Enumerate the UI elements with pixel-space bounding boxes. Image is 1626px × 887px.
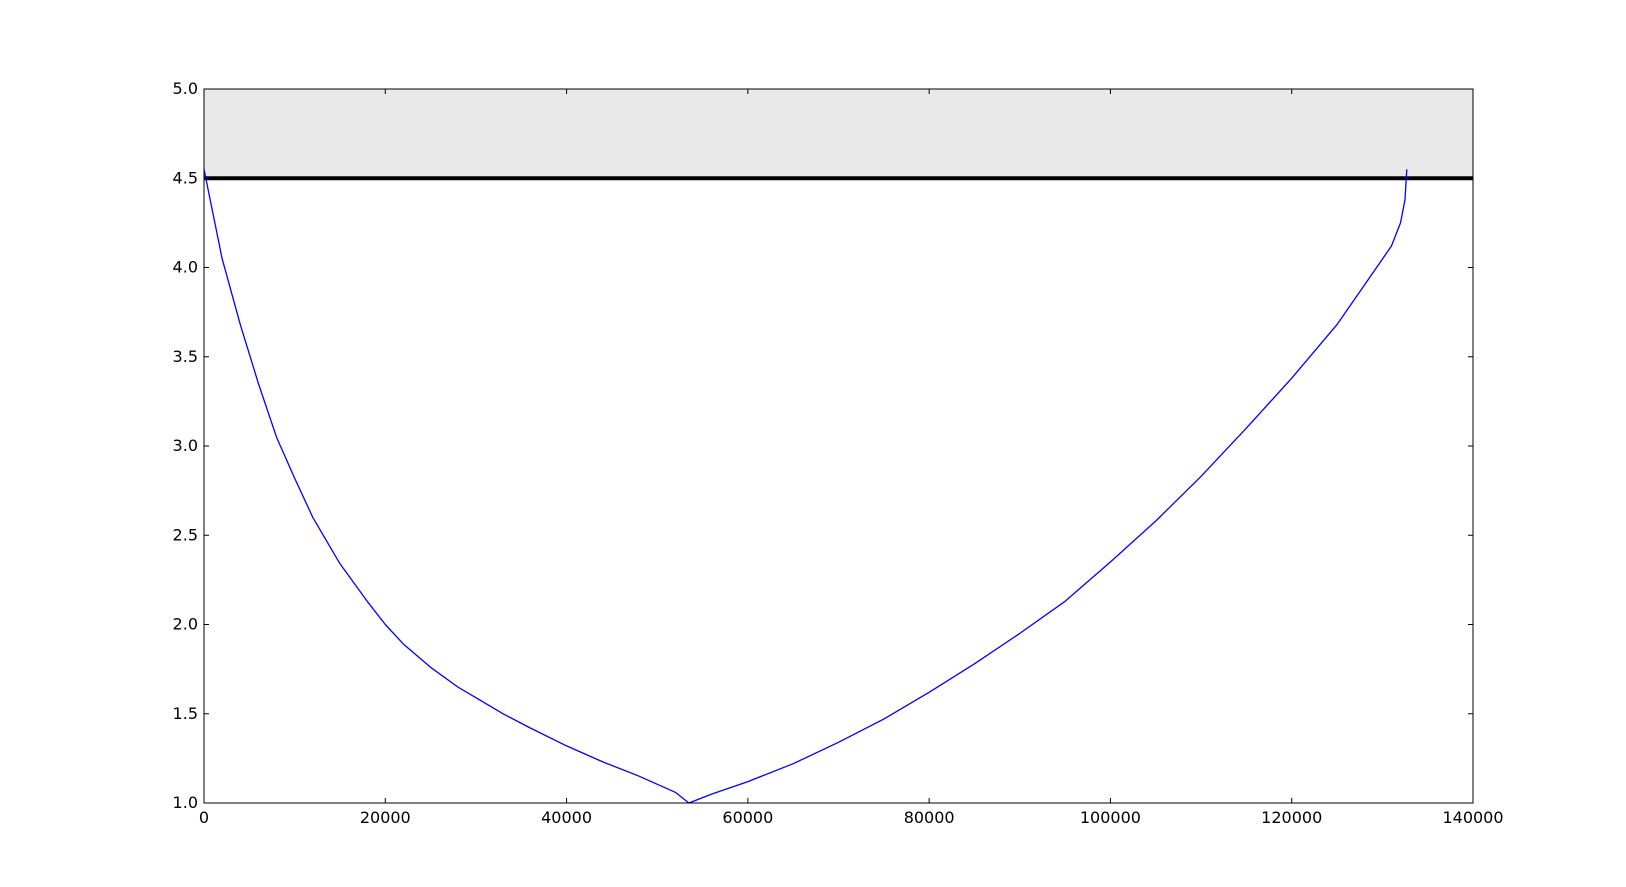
y-tick-label: 3.5 xyxy=(173,347,198,366)
y-tick-label: 2.5 xyxy=(173,525,198,544)
y-axis-ticks: 1.0 1.5 2.0 2.5 3.0 3.5 4.0 4.5 5.0 xyxy=(173,79,1473,812)
y-tick-label: 4.0 xyxy=(173,258,198,277)
x-tick-label: 0 xyxy=(199,808,209,827)
x-axis-ticks: 0 20000 40000 60000 80000 100000 120000 140000 xyxy=(199,89,1504,827)
x-tick-label: 140000 xyxy=(1442,808,1503,827)
x-tick-label: 20000 xyxy=(360,808,411,827)
x-tick-label: 60000 xyxy=(722,808,773,827)
y-tick-label: 1.0 xyxy=(173,793,198,812)
x-tick-label: 80000 xyxy=(904,808,955,827)
y-tick-label: 1.5 xyxy=(173,704,198,723)
x-tick-label: 40000 xyxy=(541,808,592,827)
shaded-band xyxy=(204,89,1473,179)
plot-area xyxy=(201,88,1476,804)
y-tick-label: 5.0 xyxy=(173,79,198,98)
x-tick-label: 100000 xyxy=(1080,808,1141,827)
y-tick-label: 3.0 xyxy=(173,436,198,455)
y-tick-label: 2.0 xyxy=(173,615,198,634)
x-tick-label: 120000 xyxy=(1261,808,1322,827)
y-tick-label: 4.5 xyxy=(173,168,198,187)
